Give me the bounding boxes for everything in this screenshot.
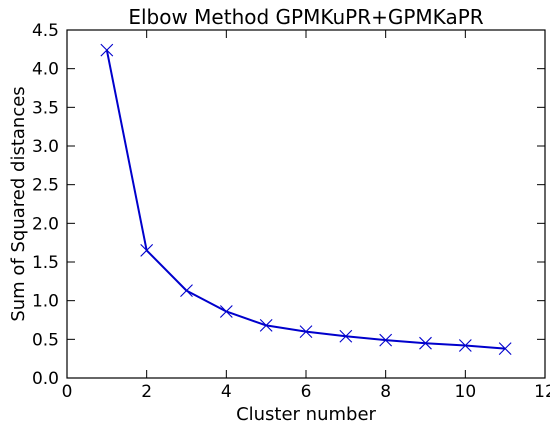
x-tick-label: 10 [455,382,477,402]
data-point-marker [140,244,154,257]
y-tick-label: 2.5 [32,176,59,196]
y-tick-label: 2.0 [32,214,59,234]
data-point-marker [180,284,193,298]
data-point-marker [259,319,273,332]
y-tick-label: 3.0 [32,137,59,157]
marker-stroke [259,319,273,332]
x-axis-label: Cluster number [236,404,376,425]
marker-stroke [458,339,472,352]
x-tick-label: 2 [141,382,152,402]
y-axis-ticks: 0.0 0.5 1.0 1.5 2.0 2.5 3.0 3.5 4.0 4.5 [32,21,545,389]
x-tick-label: 12 [534,382,550,402]
series-layer [100,43,512,356]
marker-stroke [419,336,432,350]
marker-stroke [180,284,193,298]
plot-area-frame [66,29,546,379]
data-point-marker [299,325,313,338]
marker-stroke [299,325,313,338]
data-point-marker [379,333,393,347]
marker-stroke [140,244,154,257]
data-point-marker [100,43,114,57]
y-tick-label: 4.5 [32,21,59,41]
series-line [105,49,506,350]
data-point-marker [419,336,432,350]
data-point-marker [498,342,512,356]
x-axis-ticks: 0 2 4 6 8 10 12 [62,30,550,402]
marker-stroke [100,43,114,57]
y-tick-label: 0.0 [32,369,59,389]
marker-stroke [219,305,233,318]
data-point-marker [458,339,472,352]
y-axis-label: Sum of Squared distances [8,86,29,321]
data-point-marker [339,329,353,343]
x-tick-label: 4 [221,382,232,402]
y-tick-label: 3.5 [32,98,59,118]
marker-stroke [379,333,393,347]
y-tick-label: 1.0 [32,292,59,312]
marker-stroke [498,342,512,356]
marker-stroke [339,329,353,343]
x-tick-label: 8 [380,382,391,402]
y-tick-label: 1.5 [32,253,59,273]
x-tick-label: 6 [301,382,312,402]
y-tick-label: 0.5 [32,330,59,350]
chart-title: Elbow Method GPMKuPR+GPMKaPR [128,5,483,29]
data-point-marker [219,305,233,318]
y-tick-label: 4.0 [32,60,59,80]
x-tick-label: 0 [62,382,73,402]
